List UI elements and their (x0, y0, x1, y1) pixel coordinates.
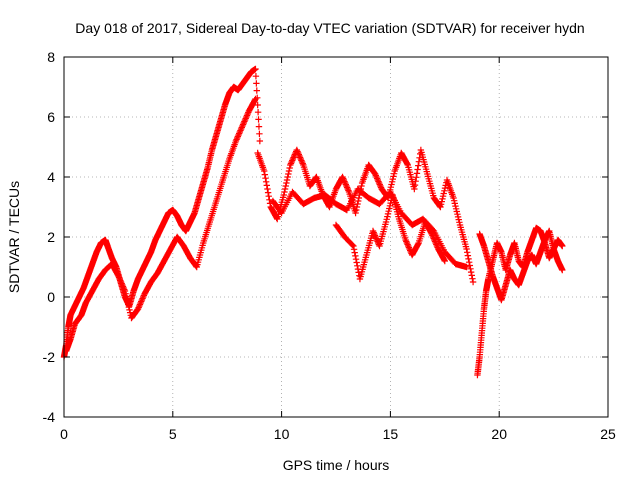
y-tick-label: 6 (47, 109, 55, 125)
y-tick-label: -2 (43, 349, 56, 365)
y-tick-labels: -4 -2 0 2 4 6 8 (43, 49, 56, 425)
x-tick-label: 0 (60, 426, 68, 442)
x-tick-labels: 0 5 10 15 20 25 (60, 426, 616, 442)
series-track-c (254, 146, 477, 286)
data-point-markers (332, 191, 448, 283)
y-tick-label: 0 (47, 289, 55, 305)
x-tick-label: 5 (169, 426, 177, 442)
series-track-f (474, 224, 566, 379)
x-tick-label: 20 (491, 426, 507, 442)
data-point-markers (254, 146, 477, 286)
y-axis-label: SDTVAR / TECUs (6, 181, 22, 293)
y-tick-label: -4 (43, 409, 56, 425)
data-points (60, 65, 566, 379)
x-tick-label: 10 (274, 426, 290, 442)
series-track-e (332, 191, 448, 283)
x-tick-label: 25 (600, 426, 616, 442)
series-track-d (269, 185, 470, 271)
data-point-markers (60, 65, 264, 361)
y-tick-label: 4 (47, 169, 55, 185)
series-track-b (62, 95, 259, 355)
data-point-markers (269, 185, 470, 271)
data-point-markers (62, 95, 259, 355)
y-tick-label: 8 (47, 49, 55, 65)
series-track-g (476, 227, 566, 304)
x-tick-label: 15 (383, 426, 399, 442)
series-track-a (60, 65, 264, 361)
x-axis-label: GPS time / hours (283, 457, 390, 473)
y-tick-label: 2 (47, 229, 55, 245)
grid (64, 57, 608, 417)
data-point-markers (476, 227, 566, 304)
data-point-markers (474, 224, 566, 379)
chart-title: Day 018 of 2017, Sidereal Day-to-day VTE… (75, 20, 584, 36)
axis-ticks (63, 56, 609, 418)
